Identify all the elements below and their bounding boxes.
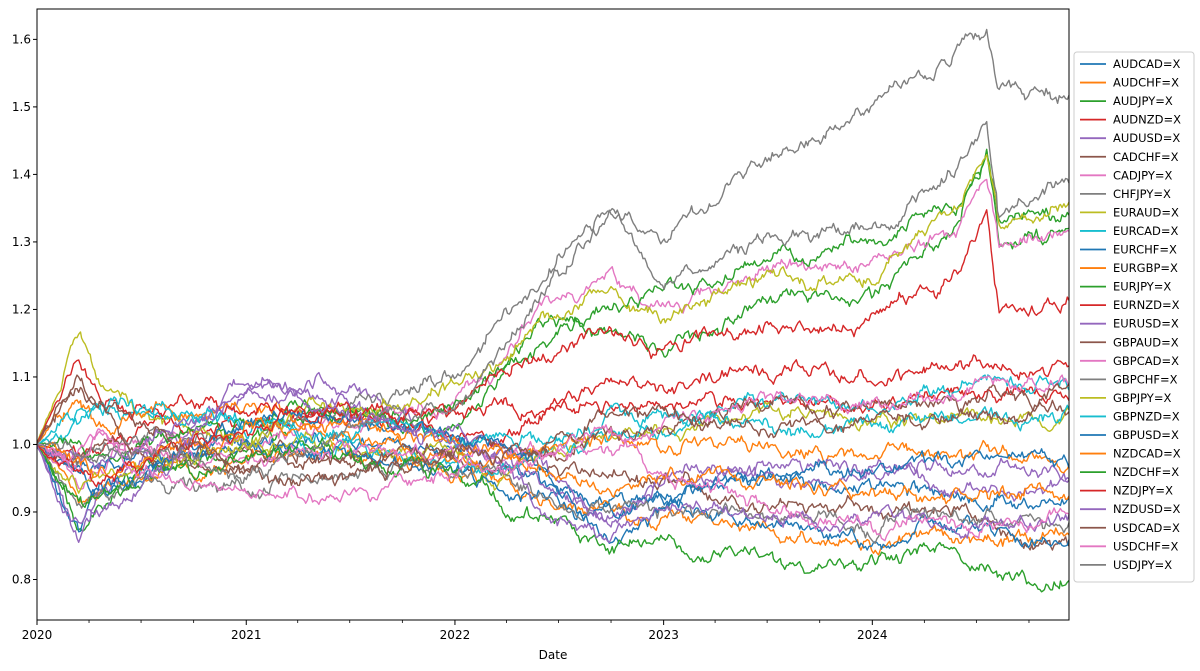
legend-label: EURJPY=X: [1113, 280, 1171, 294]
series-line-euraud-x: [36, 331, 1070, 491]
legend-label: NZDJPY=X: [1113, 484, 1173, 498]
legend-items: AUDCAD=X AUDCHF=X AUDJPY=X AUDNZD=X AUDUSD=X…: [1080, 57, 1181, 572]
y-tick-label: 1.5: [12, 100, 31, 114]
y-tick-label: 0.9: [12, 505, 31, 519]
y-tick-label: 0.8: [12, 572, 31, 586]
series-line-gbpnzd-x: [36, 396, 1070, 449]
series-line-eurcad-x: [36, 374, 1070, 477]
series-line-usdjpy-x: [36, 120, 1070, 484]
legend-label: GBPCAD=X: [1113, 354, 1179, 368]
series-line-eurjpy-x: [37, 148, 1070, 462]
x-tick-label: 2020: [22, 628, 53, 642]
axis-layer: 0.8 0.9 1.0 1.1 1.2 1.3 1.4 1.5 1.6 2020 2021 2022 2…: [12, 32, 1030, 642]
legend-label: AUDCHF=X: [1113, 76, 1179, 90]
x-tick-label: 2021: [231, 628, 262, 642]
legend-label: AUDNZD=X: [1113, 113, 1181, 127]
legend-label: CADJPY=X: [1113, 168, 1172, 182]
legend-label: EURUSD=X: [1113, 317, 1179, 331]
series-line-eurnzd-x: [36, 354, 1070, 448]
series-layer: [36, 28, 1070, 593]
legend-label: USDJPY=X: [1113, 558, 1172, 572]
series-line-nzdusd-x: [36, 387, 1070, 544]
series-line-cadjpy-x: [36, 178, 1070, 490]
legend: AUDCAD=X AUDCHF=X AUDJPY=X AUDNZD=X AUDUSD=X…: [1073, 51, 1195, 583]
series-line-audjpy-x: [36, 149, 1070, 532]
y-tick-label: 1.2: [12, 302, 31, 316]
legend-label: GBPAUD=X: [1113, 335, 1179, 349]
series-line-eurusd-x: [36, 379, 1070, 528]
legend-frame: [1073, 51, 1195, 583]
x-tick-label: 2023: [648, 628, 679, 642]
legend-label: CHFJPY=X: [1113, 187, 1171, 201]
legend-label: USDCAD=X: [1113, 521, 1180, 535]
y-tick-label: 1.3: [12, 235, 31, 249]
legend-label: NZDUSD=X: [1113, 502, 1181, 516]
legend-label: GBPUSD=X: [1113, 428, 1179, 442]
series-line-nzdchf-x: [36, 437, 1070, 593]
plot-frame: [36, 8, 1070, 621]
legend-label: NZDCAD=X: [1113, 447, 1181, 461]
legend-label: EURCHF=X: [1113, 243, 1177, 257]
legend-label: GBPJPY=X: [1113, 391, 1171, 405]
series-line-usdchf-x: [36, 424, 1070, 542]
legend-label: EURCAD=X: [1113, 224, 1178, 238]
legend-label: CADCHF=X: [1113, 150, 1179, 164]
x-tick-label: 2024: [857, 628, 888, 642]
plot-background: [37, 9, 1069, 620]
series-line-nzdjpy-x: [36, 209, 1070, 488]
series-line-usdcad-x: [36, 374, 1070, 487]
series-line-audusd-x: [36, 371, 1070, 543]
y-tick-label: 1.6: [12, 32, 31, 46]
x-axis-label: Date: [539, 648, 568, 662]
legend-label: NZDCHF=X: [1113, 465, 1179, 479]
y-tick-label: 1.4: [12, 167, 31, 181]
y-tick-label: 1.1: [12, 370, 31, 384]
legend-label: USDCHF=X: [1113, 539, 1179, 553]
legend-label: GBPNZD=X: [1113, 409, 1180, 423]
series-line-nzdcad-x: [36, 416, 1070, 505]
legend-label: AUDCAD=X: [1113, 57, 1181, 71]
legend-label: EURGBP=X: [1113, 261, 1178, 275]
series-line-gbpaud-x: [36, 383, 1070, 475]
x-tick-label: 2022: [440, 628, 471, 642]
legend-label: GBPCHF=X: [1113, 372, 1178, 386]
y-tick-label: 1.0: [12, 437, 31, 451]
legend-label: AUDJPY=X: [1113, 94, 1173, 108]
series-line-gbpjpy-x: [36, 153, 1070, 494]
legend-label: AUDUSD=X: [1113, 131, 1180, 145]
legend-label: EURAUD=X: [1113, 205, 1179, 219]
legend-label: EURNZD=X: [1113, 298, 1180, 312]
